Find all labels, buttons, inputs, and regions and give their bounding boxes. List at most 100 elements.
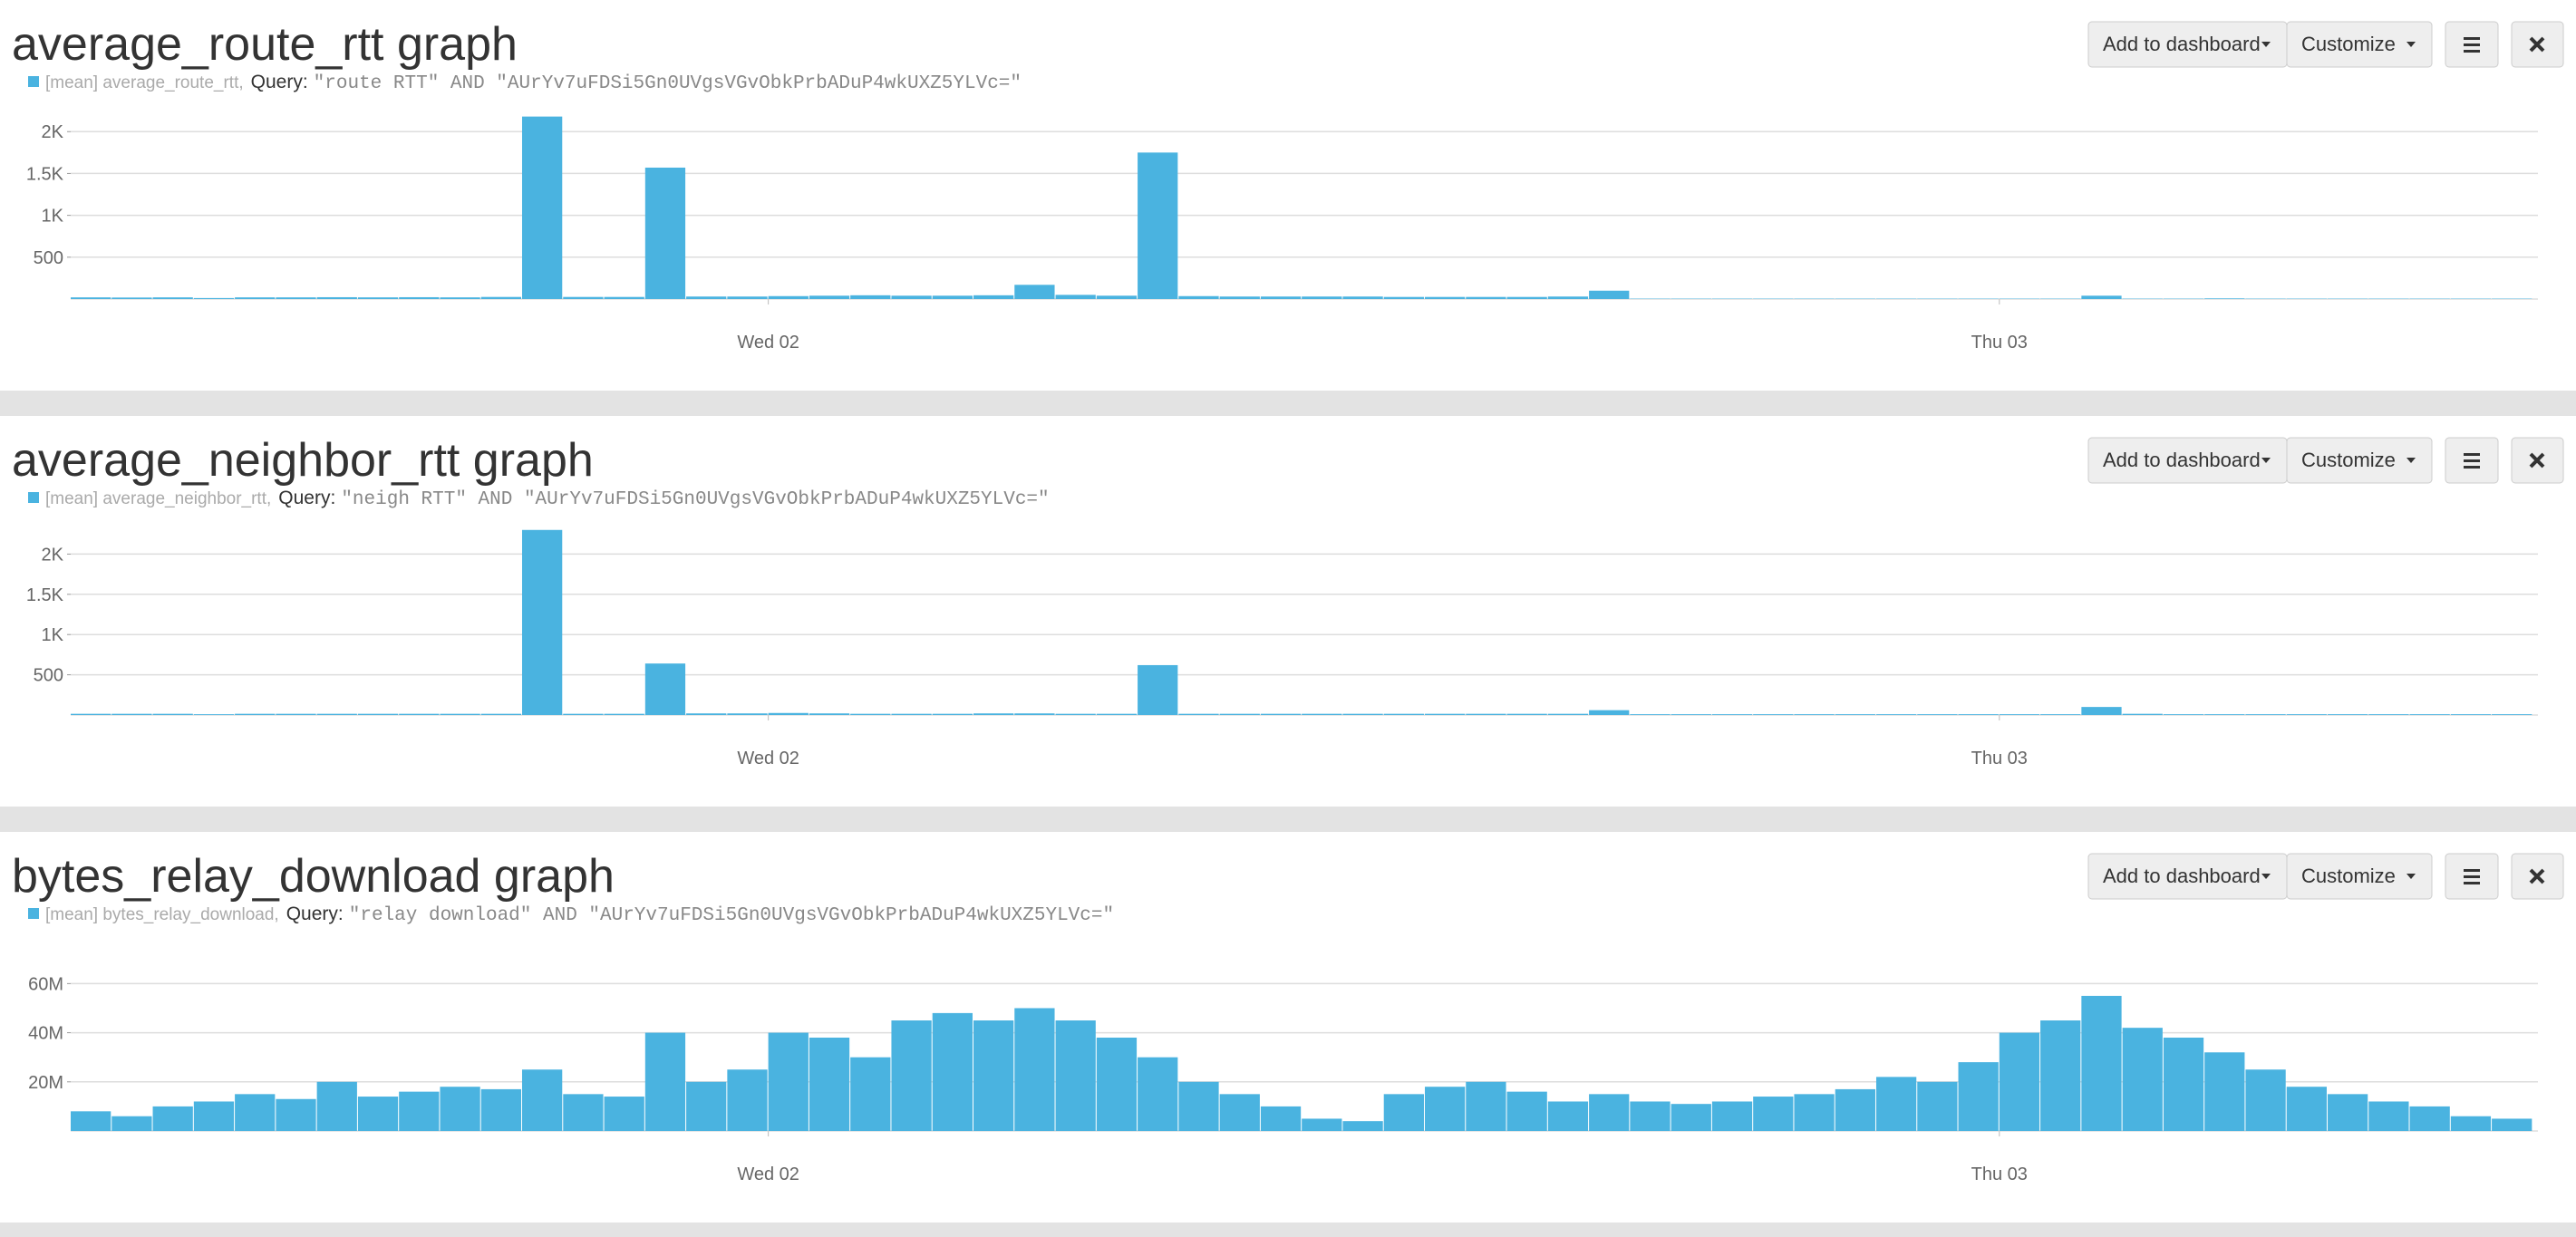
close-button[interactable]	[2511, 437, 2564, 484]
bar	[644, 663, 686, 715]
button-frame[interactable]	[2286, 21, 2433, 68]
menu-icon-bar[interactable]	[2464, 466, 2480, 469]
bar	[276, 1098, 316, 1131]
bar	[1466, 713, 1506, 715]
button-caret[interactable]	[2407, 874, 2416, 879]
button-label[interactable]: Customize	[2301, 449, 2396, 471]
bar	[850, 295, 891, 299]
bar	[1342, 1121, 1383, 1131]
menu-icon-bar[interactable]	[2464, 875, 2480, 878]
bar	[2204, 1052, 2245, 1131]
bar	[973, 1020, 1014, 1131]
button-label[interactable]: Add to dashboard	[2103, 33, 2261, 55]
bar	[1630, 714, 1671, 715]
button-label[interactable]: Add to dashboard	[2103, 865, 2261, 887]
toolbar-button[interactable]: Customize	[2286, 437, 2433, 484]
bar	[850, 713, 891, 715]
close-icon[interactable]	[2529, 868, 2545, 884]
menu-icon-bar[interactable]	[2464, 869, 2480, 872]
legend-label: [mean] average_neighbor_rtt,	[45, 489, 271, 508]
bar	[1424, 1087, 1466, 1131]
legend-query: [mean] average_route_rtt, Query: "route RT…	[45, 72, 1022, 94]
bar	[2122, 713, 2163, 715]
bar	[1958, 714, 1999, 715]
bar	[644, 167, 686, 299]
bar	[1178, 295, 1219, 299]
bar	[2163, 1038, 2204, 1131]
bar	[357, 713, 399, 715]
y-tick-label: 20M	[28, 1073, 63, 1093]
bar	[768, 712, 809, 715]
button-caret[interactable]	[2407, 42, 2416, 47]
button-caret[interactable]	[2261, 42, 2271, 47]
graph-panel: bytes_relay_download graph [mean] bytes_r…	[0, 832, 2576, 1223]
bar	[1630, 1101, 1671, 1131]
bar	[235, 297, 276, 299]
bar	[152, 713, 193, 715]
toolbar-button[interactable]: Customize	[2286, 21, 2433, 68]
bar	[111, 713, 152, 715]
bar	[2163, 714, 2204, 715]
bar	[2081, 295, 2122, 299]
menu-icon-bar[interactable]	[2464, 459, 2480, 462]
button-caret[interactable]	[2261, 874, 2271, 879]
close-icon[interactable]	[2529, 36, 2545, 53]
menu-button[interactable]	[2445, 853, 2499, 900]
toolbar-button[interactable]: Add to dashboard	[2087, 437, 2288, 484]
bar	[1096, 1038, 1138, 1131]
bar	[973, 713, 1014, 715]
bar	[973, 295, 1014, 299]
bar	[891, 295, 932, 299]
menu-icon-bar[interactable]	[2464, 37, 2480, 40]
button-frame[interactable]	[2286, 853, 2433, 900]
bar	[2450, 1116, 2492, 1131]
bar	[1383, 1094, 1424, 1131]
menu-icon-bar[interactable]	[2464, 50, 2480, 53]
bar	[2409, 1106, 2450, 1131]
bar	[235, 1094, 276, 1131]
bar	[2040, 1020, 2081, 1131]
button-frame[interactable]	[2286, 437, 2433, 484]
bar	[1342, 713, 1383, 715]
bar	[1506, 1091, 1547, 1131]
menu-icon-bar[interactable]	[2464, 453, 2480, 456]
x-tick-label: Wed 02	[737, 1165, 799, 1184]
close-button[interactable]	[2511, 21, 2564, 68]
close-button[interactable]	[2511, 853, 2564, 900]
y-tick-label: 1.5K	[26, 164, 64, 184]
graph-panel: average_neighbor_rtt graph [mean] average…	[0, 416, 2576, 807]
bar	[1138, 152, 1178, 299]
graph-title: bytes_relay_download graph	[12, 850, 615, 903]
menu-icon-bar[interactable]	[2464, 43, 2480, 46]
y-tick-label: 1K	[42, 625, 64, 645]
toolbar-button[interactable]: Add to dashboard	[2087, 21, 2288, 68]
button-caret[interactable]	[2407, 458, 2416, 463]
bar	[1260, 1106, 1302, 1131]
bar	[316, 296, 357, 299]
bar	[1219, 713, 1260, 715]
bar	[604, 713, 644, 715]
bar	[604, 1097, 644, 1131]
bar	[1055, 295, 1096, 299]
button-label[interactable]: Add to dashboard	[2103, 449, 2261, 471]
bar	[2081, 707, 2122, 715]
button-label[interactable]: Customize	[2301, 865, 2396, 887]
bar	[2122, 1028, 2163, 1131]
toolbar-button[interactable]: Customize	[2286, 853, 2433, 900]
menu-icon-bar[interactable]	[2464, 882, 2480, 884]
legend-label: [mean] bytes_relay_download,	[45, 905, 279, 924]
button-label[interactable]: Customize	[2301, 33, 2396, 55]
bar	[2286, 714, 2327, 715]
bar	[644, 1032, 686, 1131]
graph-title: average_neighbor_rtt graph	[12, 434, 594, 487]
bar	[1014, 713, 1055, 715]
menu-button[interactable]	[2445, 21, 2499, 68]
bar	[1506, 296, 1547, 299]
bar	[2450, 714, 2492, 715]
toolbar-button[interactable]: Add to dashboard	[2087, 853, 2288, 900]
menu-button[interactable]	[2445, 437, 2499, 484]
close-icon[interactable]	[2529, 452, 2545, 469]
bar	[1383, 713, 1424, 715]
button-caret[interactable]	[2261, 458, 2271, 463]
